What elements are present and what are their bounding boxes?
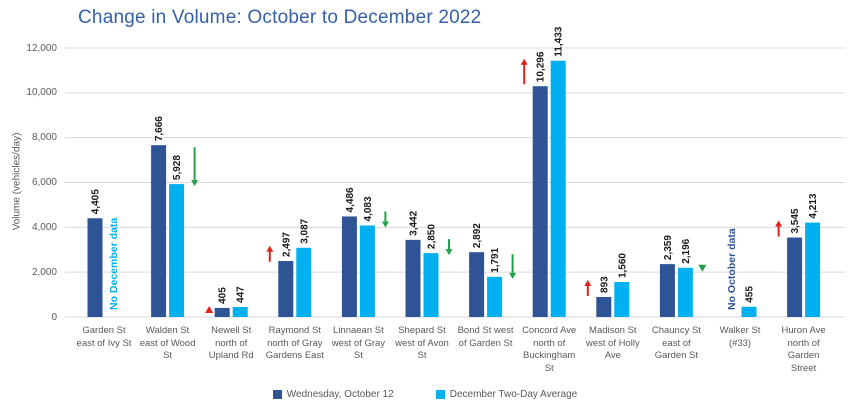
bar-october: [341, 216, 357, 317]
bar-value-label-december: 455: [745, 286, 756, 303]
trend-arrow-up-head-icon: [266, 245, 274, 252]
bar-december: [232, 306, 248, 317]
y-tick-label: 6,000: [31, 177, 57, 188]
trend-arrow-down-head-icon: [445, 249, 453, 256]
bar-october: [596, 296, 612, 317]
trend-arrow-up-head-icon: [520, 58, 528, 65]
category-label: Walker St (#33): [719, 325, 761, 349]
category-label: Walden St east of Wood St: [139, 325, 196, 361]
bar-december: [550, 60, 566, 317]
category-label: Concord Ave north of Buckingham St: [522, 325, 577, 374]
y-tick-label: 4,000: [31, 221, 57, 233]
bar-value-label-october: 893: [599, 276, 610, 293]
bar-december: [741, 306, 757, 317]
legend-label-october: Wednesday, October 12: [286, 389, 394, 400]
bar-value-label-october: 405: [218, 287, 229, 304]
y-tick-label: 2,000: [31, 266, 57, 278]
bar-value-label-october: 10,296: [536, 51, 547, 82]
category-label: Huron Ave north of Garden Street: [781, 325, 826, 374]
bar-value-label-december: 4,213: [808, 193, 819, 218]
category-label: Chauncy St east of Garden St: [651, 325, 701, 361]
bar-october: [787, 237, 803, 317]
bar-december: [805, 222, 821, 317]
bar-october: [214, 307, 230, 317]
october-swatch-icon: [272, 390, 282, 399]
bar-value-label-october: 2,497: [281, 232, 292, 257]
bar-value-label-december: 447: [236, 286, 247, 303]
y-tick-label: 10,000: [26, 87, 57, 99]
legend: Wednesday, October 12 December Two-Day A…: [0, 389, 850, 400]
bar-value-label-december: 1,560: [617, 253, 628, 278]
bar-october: [87, 218, 103, 317]
bar-december: [487, 276, 503, 317]
legend-item-october: Wednesday, October 12: [272, 389, 394, 400]
category-label: Garden St east of Ivy St: [76, 325, 132, 349]
trend-triangle-down-icon: [698, 264, 707, 272]
category-label: Raymond St north of Gray Gardens East: [265, 325, 324, 361]
trend-arrow-up-head-icon: [775, 220, 783, 227]
bar-october: [469, 252, 485, 317]
bar-value-label-december: 2,850: [427, 224, 438, 249]
bar-value-label-october: 4,486: [345, 187, 356, 212]
bar-value-label-december: 4,083: [363, 196, 374, 221]
category-label: Linnaean St west of Gray St: [331, 325, 386, 361]
category-label: Shepard St west of Avon St: [395, 325, 449, 361]
bar-october: [278, 261, 294, 317]
y-tick-label: 12,000: [26, 42, 57, 54]
bar-december: [677, 267, 693, 317]
bar-value-label-december: 1,791: [490, 247, 501, 272]
trend-arrow-down-head-icon: [191, 180, 199, 187]
bar-october: [532, 86, 548, 317]
bar-december: [169, 184, 185, 317]
bar-value-label-december: 2,196: [681, 238, 692, 263]
trend-arrow-down-head-icon: [381, 221, 389, 228]
bar-value-label-october: 7,666: [154, 116, 165, 141]
note-no-data: No October data: [726, 228, 738, 310]
y-tick-label: 8,000: [31, 132, 57, 144]
trend-arrow-up-head-icon: [584, 280, 592, 287]
bar-december: [359, 225, 375, 317]
bar-value-label-december: 3,087: [299, 218, 310, 243]
legend-item-december: December Two-Day Average: [435, 389, 578, 400]
note-no-data: No December data: [108, 218, 120, 310]
trend-triangle-up-icon: [205, 306, 214, 313]
bar-december: [423, 253, 439, 317]
y-tick-label: 0: [51, 311, 57, 323]
bar-december: [614, 282, 630, 317]
bar-october: [151, 145, 167, 317]
bar-value-label-october: 2,892: [472, 223, 483, 248]
bar-value-label-october: 3,442: [409, 210, 420, 235]
december-swatch-icon: [435, 390, 445, 399]
bar-value-label-october: 4,405: [91, 189, 102, 214]
trend-arrow-down-head-icon: [509, 272, 517, 279]
bar-value-label-december: 11,433: [554, 26, 565, 56]
bar-december: [296, 247, 312, 317]
category-label: Madison St west of Holly Ave: [585, 325, 640, 361]
bar-october: [405, 239, 421, 317]
chart-title: Change in Volume: October to December 20…: [78, 7, 482, 28]
bar-october: [659, 264, 675, 317]
category-label: Bond St west of Garden St: [457, 325, 514, 349]
bar-value-label-december: 5,928: [172, 155, 183, 180]
category-label: Newell St north of Upland Rd: [208, 325, 254, 361]
bar-value-label-october: 3,545: [790, 208, 801, 233]
legend-label-december: December Two-Day Average: [449, 389, 578, 400]
bar-value-label-october: 2,359: [663, 235, 674, 260]
